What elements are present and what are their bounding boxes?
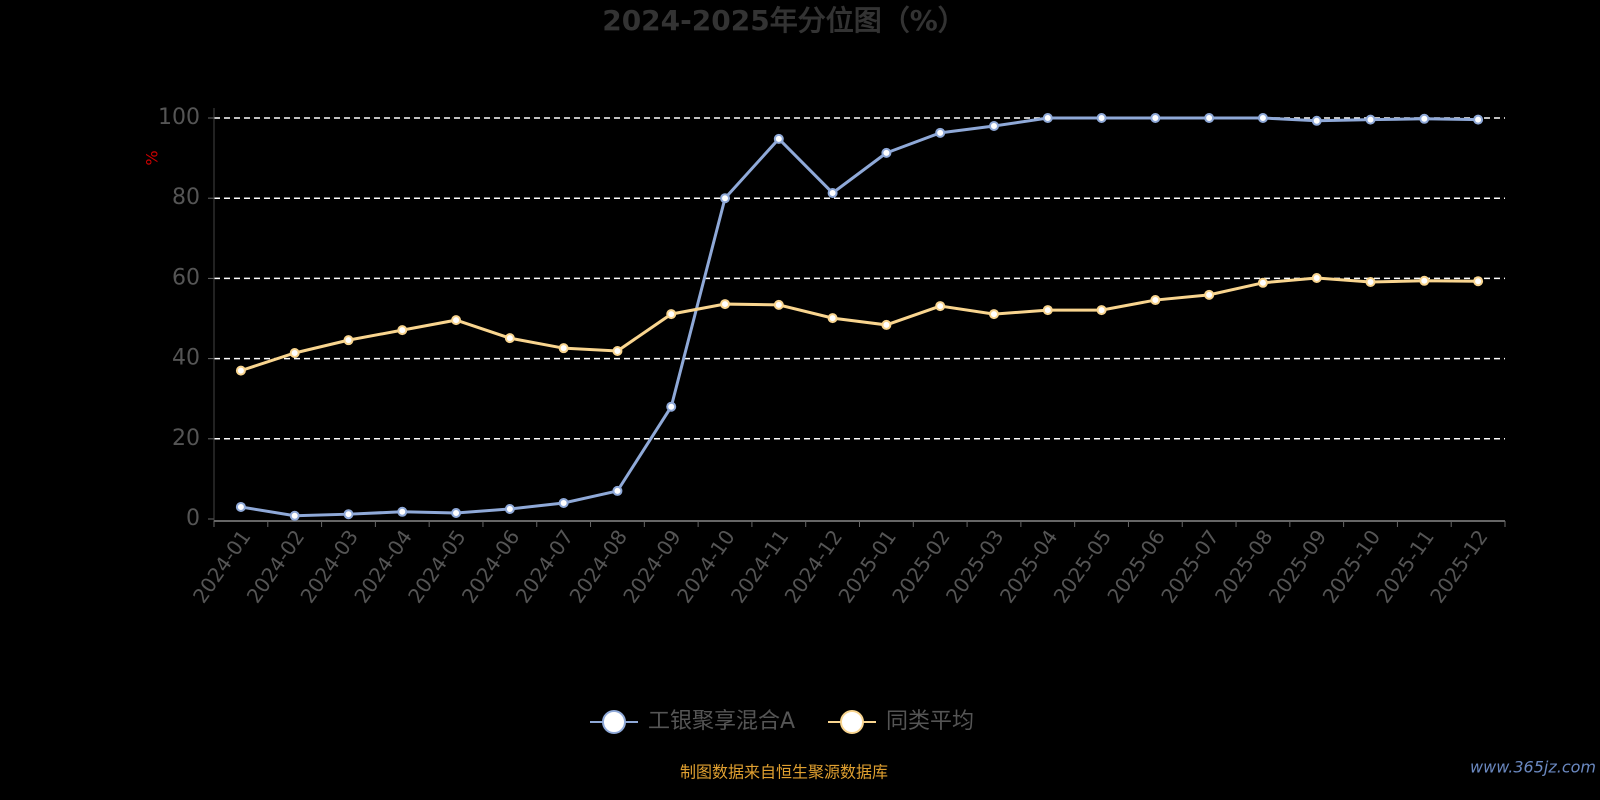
data-point xyxy=(720,193,731,204)
data-point xyxy=(289,347,300,358)
data-point xyxy=(504,333,515,344)
data-point xyxy=(935,301,946,312)
data-point xyxy=(988,121,999,132)
data-point xyxy=(504,503,515,514)
y-axis-label: % xyxy=(143,150,162,165)
data-point xyxy=(451,507,462,518)
data-point xyxy=(1096,113,1107,123)
data-point xyxy=(612,485,623,496)
y-tick-label: 80 xyxy=(172,185,200,210)
data-point xyxy=(235,501,246,512)
data-point xyxy=(881,319,892,330)
data-point xyxy=(1473,276,1484,287)
data-point xyxy=(289,510,300,521)
data-point xyxy=(235,365,246,376)
data-point xyxy=(1311,272,1322,283)
chart-title: 2024-2025年分位图（%） xyxy=(602,4,966,37)
y-tick-label: 40 xyxy=(172,346,200,371)
data-point xyxy=(451,315,462,326)
data-point xyxy=(1419,113,1430,124)
data-point xyxy=(988,309,999,320)
data-point xyxy=(1096,305,1107,316)
series-line xyxy=(240,116,1479,518)
data-point xyxy=(1150,295,1161,306)
data-point xyxy=(1419,275,1430,286)
data-point xyxy=(773,133,784,144)
y-tick-label: 60 xyxy=(172,265,200,290)
data-point xyxy=(558,343,569,354)
data-point xyxy=(397,506,408,517)
data-point xyxy=(1311,115,1322,126)
legend-marker xyxy=(602,710,626,734)
data-point xyxy=(1042,113,1053,123)
source-note: 制图数据来自恒生聚源数据库 xyxy=(680,763,888,782)
data-point xyxy=(1204,113,1215,123)
data-point xyxy=(720,299,731,310)
data-point xyxy=(935,127,946,138)
data-point xyxy=(827,313,838,324)
y-tick-label: 100 xyxy=(158,105,200,130)
y-tick-label: 0 xyxy=(186,506,200,531)
watermark: www.365jz.com xyxy=(1470,758,1596,777)
data-point xyxy=(1150,113,1161,123)
data-point xyxy=(1365,114,1376,125)
data-point xyxy=(343,509,354,520)
data-point xyxy=(666,401,677,412)
data-point xyxy=(1257,113,1268,123)
data-point xyxy=(1257,277,1268,288)
data-point xyxy=(666,309,677,320)
data-point xyxy=(343,335,354,346)
data-point xyxy=(881,147,892,158)
data-point xyxy=(827,187,838,198)
data-point xyxy=(1042,305,1053,316)
legend-marker xyxy=(840,710,864,734)
data-point xyxy=(612,345,623,356)
data-point xyxy=(558,497,569,508)
data-point xyxy=(1473,114,1484,125)
legend-label: 同类平均 xyxy=(886,709,974,734)
legend-label: 工银聚享混合A xyxy=(648,709,795,734)
data-point xyxy=(397,325,408,336)
series-line xyxy=(240,276,1479,373)
data-point xyxy=(1365,277,1376,288)
data-point xyxy=(1204,289,1215,300)
y-tick-label: 20 xyxy=(172,426,200,451)
data-point xyxy=(773,299,784,310)
